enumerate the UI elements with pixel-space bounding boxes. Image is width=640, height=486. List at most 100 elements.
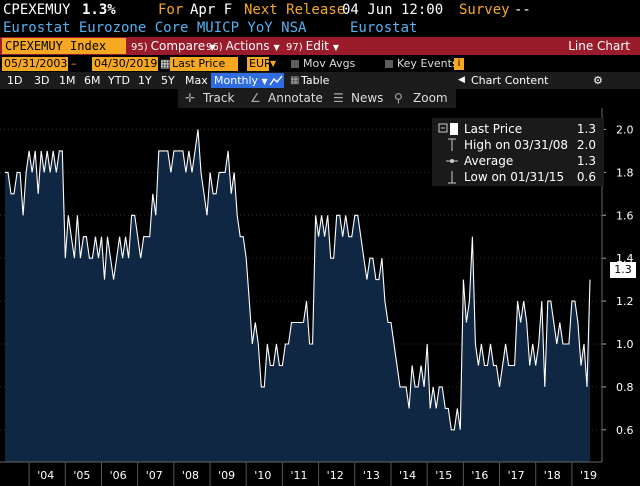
table-icon[interactable]: ▦ — [290, 75, 300, 86]
period-1y[interactable]: 1Y — [138, 74, 152, 87]
track-button[interactable]: Track — [203, 91, 235, 105]
period-1d[interactable]: 1D — [7, 74, 23, 87]
zoom-icon[interactable]: ⚲ — [394, 91, 403, 105]
line-chart-icon[interactable] — [268, 73, 284, 88]
actions-button[interactable]: 96) Actions ▼ — [206, 37, 280, 55]
price-field-select[interactable]: Last Price — [170, 57, 238, 71]
legend-average: Average 1.3 — [432, 153, 604, 169]
period-6m[interactable]: 6M — [84, 74, 101, 87]
annotate-button[interactable]: Annotate — [268, 91, 323, 105]
frequency-caret-icon: ▼ — [261, 77, 268, 86]
ticker-symbol[interactable]: CPEXEMUY — [3, 2, 71, 18]
y-tick-label: 0.6 — [616, 424, 634, 437]
news-button[interactable]: News — [351, 91, 384, 105]
gear-icon[interactable]: ⚙ — [593, 74, 603, 87]
x-tick-label: '16 — [471, 469, 488, 482]
track-icon[interactable]: ✛ — [185, 91, 196, 105]
chart-tools-bar: ✛ Track ∠ Annotate ☰ News ⚲ Zoom — [178, 89, 456, 108]
period-3d[interactable]: 3D — [34, 74, 50, 87]
price-line — [5, 129, 591, 431]
dropdown-caret-icon: ▼ — [332, 43, 340, 52]
for-value: Apr F — [190, 2, 233, 18]
x-axis: '04 '05 '06 '07 '08 '09 '10 '11 '12 '13 '14 '15 '16 '… — [0, 461, 602, 486]
info-icon[interactable]: i — [454, 58, 464, 70]
x-tick-label: '06 — [110, 469, 127, 482]
end-date-field[interactable]: 04/30/2019 — [92, 57, 158, 71]
legend-last-price[interactable]: Last Price 1.3 — [432, 121, 604, 137]
actions-number: 96) — [206, 42, 223, 53]
chart-type-title: Line Chart — [568, 39, 630, 53]
currency-field[interactable]: EUR — [247, 57, 272, 71]
date-range-bar: 05/31/2003 – 04/30/2019 ▦ Last Price EUR… — [0, 56, 640, 72]
period-5y[interactable]: 5Y — [161, 74, 175, 87]
actions-label: Actions — [225, 39, 270, 53]
function-toolbar: CPEXEMUY Index 95) Compare ▼ 96) Actions ▼ 9… — [0, 37, 640, 55]
y-tick-label: 1.2 — [616, 295, 634, 308]
dropdown-caret-icon: ▼ — [209, 43, 216, 52]
frequency-label: Monthly — [214, 74, 259, 87]
zoom-button[interactable]: Zoom — [413, 91, 448, 105]
legend-last-price-value: 1.3 — [576, 122, 596, 136]
low-marker-icon — [448, 171, 456, 184]
compare-label: Compare — [150, 39, 206, 53]
x-tick-label: '08 — [182, 469, 199, 482]
legend-low-value: 0.6 — [576, 170, 596, 184]
period-1m[interactable]: 1M — [59, 74, 76, 87]
legend-high: High on 03/31/08 2.0 — [432, 137, 604, 153]
price-chart[interactable]: 0.6 0.8 1.0 1.2 1.4 1.6 1.8 2.0 '04 '05 '06 '07 '08… — [0, 89, 640, 486]
x-tick-label: '07 — [146, 469, 163, 482]
key-events-label: Key Events — [397, 57, 458, 70]
for-label: For — [158, 2, 184, 18]
x-tick-label: '14 — [399, 469, 416, 482]
y-tick-label: 0.8 — [616, 381, 634, 394]
mov-avgs-checkbox[interactable] — [291, 60, 299, 68]
y-tick-label: 1.8 — [616, 166, 634, 179]
start-date-field[interactable]: 05/31/2003 — [2, 57, 68, 71]
survey-label: Survey — [459, 2, 510, 18]
x-tick-label: '17 — [508, 469, 525, 482]
period-bar: 1D 3D 1M 6M YTD 1Y 5Y Max Monthly ▼ ▦ Ta… — [0, 72, 640, 89]
ticker-value: 1.3% — [82, 2, 116, 18]
y-axis: 0.6 0.8 1.0 1.2 1.4 1.6 1.8 2.0 — [601, 108, 634, 462]
next-release-label: Next Release — [244, 2, 346, 18]
y-tick-label: 1.4 — [616, 252, 634, 265]
ticker-bar: CPEXEMUY 1.3% For Apr F Next Release 04 … — [0, 0, 640, 20]
calendar-icon[interactable]: ▦ — [160, 57, 171, 70]
key-events-checkbox[interactable] — [385, 60, 393, 68]
x-tick-label: '15 — [435, 469, 452, 482]
edit-button[interactable]: 97) Edit ▼ — [286, 37, 339, 55]
news-icon[interactable]: ☰ — [333, 91, 344, 105]
y-tick-label: 1.0 — [616, 338, 634, 351]
currency-caret-icon[interactable]: ▼ — [270, 59, 277, 68]
chart-content-caret-icon[interactable]: ◀ — [458, 75, 465, 85]
legend-low: Low on 01/31/15 0.6 — [432, 169, 604, 185]
x-tick-label: '19 — [580, 469, 597, 482]
series-name: Eurostat Eurozone Core MUICP YoY NSA — [3, 20, 307, 36]
legend-average-value: 1.3 — [576, 154, 596, 168]
mov-avgs-label: Mov Avgs — [303, 57, 356, 70]
legend-collapse-icon[interactable] — [438, 121, 458, 137]
y-tick-label: 2.0 — [616, 123, 634, 136]
compare-number: 95) — [131, 42, 148, 53]
description-bar: Eurostat Eurozone Core MUICP YoY NSA Eur… — [0, 19, 640, 37]
legend-high-label: High on 03/31/08 — [464, 138, 569, 152]
annotate-icon[interactable]: ∠ — [250, 91, 261, 105]
date-separator: – — [71, 57, 77, 70]
frequency-select[interactable]: Monthly ▼ — [211, 73, 271, 88]
x-tick-label: '13 — [363, 469, 380, 482]
compare-button[interactable]: 95) Compare ▼ — [131, 37, 215, 55]
legend-last-price-label: Last Price — [464, 122, 523, 136]
period-max[interactable]: Max — [185, 74, 208, 87]
chart-content-button[interactable]: Chart Content — [471, 74, 549, 87]
survey-value: -- — [514, 2, 531, 18]
x-tick-label: '10 — [254, 469, 271, 482]
price-area — [5, 129, 590, 462]
x-tick-label: '05 — [73, 469, 90, 482]
table-button[interactable]: Table — [301, 74, 330, 87]
security-field[interactable]: CPEXEMUY Index — [2, 38, 126, 54]
last-price-marker: 1.3 — [610, 262, 636, 278]
dropdown-caret-icon: ▼ — [273, 43, 280, 52]
period-ytd[interactable]: YTD — [108, 74, 130, 87]
legend-low-label: Low on 01/31/15 — [464, 170, 565, 184]
legend-high-value: 2.0 — [576, 138, 596, 152]
